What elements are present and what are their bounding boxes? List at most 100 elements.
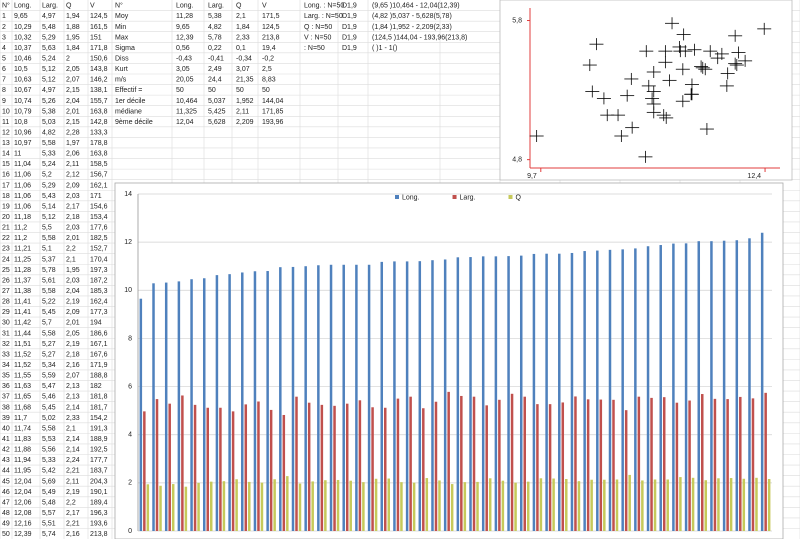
column-header: V — [90, 3, 95, 10]
cell: 11,63 — [14, 383, 31, 390]
cell: 11,28 — [176, 13, 193, 20]
cell: 11,18 — [14, 214, 31, 221]
cell: 2,14 — [66, 436, 80, 443]
cell: 5,27 — [42, 341, 56, 348]
cell: 37 — [2, 394, 10, 401]
bar — [558, 253, 561, 531]
cell: 193,96 — [262, 119, 284, 126]
bar — [371, 407, 374, 531]
note: D1,9 — [342, 13, 357, 20]
point — [729, 59, 744, 72]
cell: 11,325 — [176, 108, 197, 115]
cell: 9 — [2, 98, 6, 105]
bar — [494, 256, 498, 531]
cell: 3,05 — [176, 66, 190, 73]
cell: 2,03 — [66, 225, 80, 232]
bar — [311, 481, 314, 531]
bar — [701, 394, 704, 531]
cell: 10,96 — [14, 129, 32, 136]
cell: 5,24 — [42, 161, 56, 168]
cell: 5,59 — [42, 373, 56, 380]
bar — [159, 485, 162, 531]
cell: 11,41 — [14, 309, 31, 316]
cell: 2,19 — [66, 489, 80, 496]
cell: 171,9 — [90, 362, 108, 369]
bar — [248, 481, 251, 531]
point — [678, 45, 693, 58]
cell: 2,05 — [66, 66, 80, 73]
cell: 44 — [2, 468, 10, 475]
bar — [329, 264, 333, 531]
note: ( )1 - 1() — [372, 45, 397, 52]
cell: 1 — [2, 13, 6, 20]
cell: 5,14 — [42, 203, 56, 210]
cell: 171,85 — [262, 108, 284, 115]
bar — [374, 478, 378, 531]
cell: 11,2 — [14, 225, 27, 232]
cell: 5,74 — [42, 531, 56, 538]
cell: 2,19 — [66, 341, 80, 348]
cell: 158,5 — [90, 161, 108, 168]
bar — [168, 403, 171, 531]
bar — [565, 479, 568, 531]
cell: 50 — [2, 531, 10, 538]
cell: 10,37 — [14, 45, 32, 52]
cell: 191,3 — [90, 425, 108, 432]
cell: 192,5 — [90, 447, 108, 454]
cell: 186,6 — [90, 330, 108, 337]
cell: 5,58 — [42, 235, 56, 242]
bar — [286, 476, 289, 531]
cell: 182,5 — [90, 235, 108, 242]
point — [611, 109, 626, 122]
cell: 10,63 — [14, 77, 32, 84]
cell: 177,7 — [90, 457, 108, 464]
cell: 153,4 — [90, 214, 108, 221]
point — [714, 47, 729, 60]
cell: 11,83 — [14, 436, 31, 443]
cell: 11,04 — [14, 161, 31, 168]
cell: Effectif = — [115, 87, 142, 94]
point — [656, 109, 671, 122]
bar — [666, 479, 669, 531]
point — [596, 92, 611, 105]
bar — [574, 396, 577, 531]
cell: 1,95 — [66, 34, 80, 41]
cell: 21 — [2, 225, 10, 232]
bar — [751, 398, 755, 531]
bar — [219, 407, 222, 531]
bar — [231, 411, 235, 531]
cell: 181,8 — [90, 394, 108, 401]
cell: 5,29 — [42, 182, 56, 189]
cell: 5,27 — [42, 351, 56, 358]
cell: 171 — [90, 193, 102, 200]
bar — [222, 481, 226, 531]
bar — [653, 479, 657, 531]
bar — [257, 401, 260, 531]
note: D1,9 — [342, 24, 357, 31]
cell: 32 — [2, 341, 10, 348]
cell: 2,06 — [66, 151, 80, 158]
cell: 156,7 — [90, 172, 108, 179]
cell: 151 — [90, 34, 102, 41]
column-header: Q — [66, 3, 72, 10]
legend-swatch — [508, 195, 513, 199]
cell: 43 — [2, 457, 10, 464]
cell: 5,49 — [42, 489, 56, 496]
bar — [637, 396, 641, 531]
cell: 2,1 — [66, 425, 76, 432]
bar — [184, 486, 188, 531]
cell: 2,15 — [66, 119, 80, 126]
bar — [713, 398, 717, 531]
cell: 185,3 — [90, 288, 108, 295]
cell: 2,01 — [66, 235, 80, 242]
cell: 11 — [2, 119, 9, 126]
cell: 171,8 — [90, 45, 108, 52]
bar — [190, 279, 193, 531]
bar — [244, 404, 248, 531]
bar — [628, 474, 631, 531]
bar — [193, 404, 197, 531]
cell: 2 — [2, 24, 6, 31]
cell: 213,8 — [90, 531, 108, 538]
bar — [672, 243, 675, 531]
bar — [282, 414, 286, 531]
